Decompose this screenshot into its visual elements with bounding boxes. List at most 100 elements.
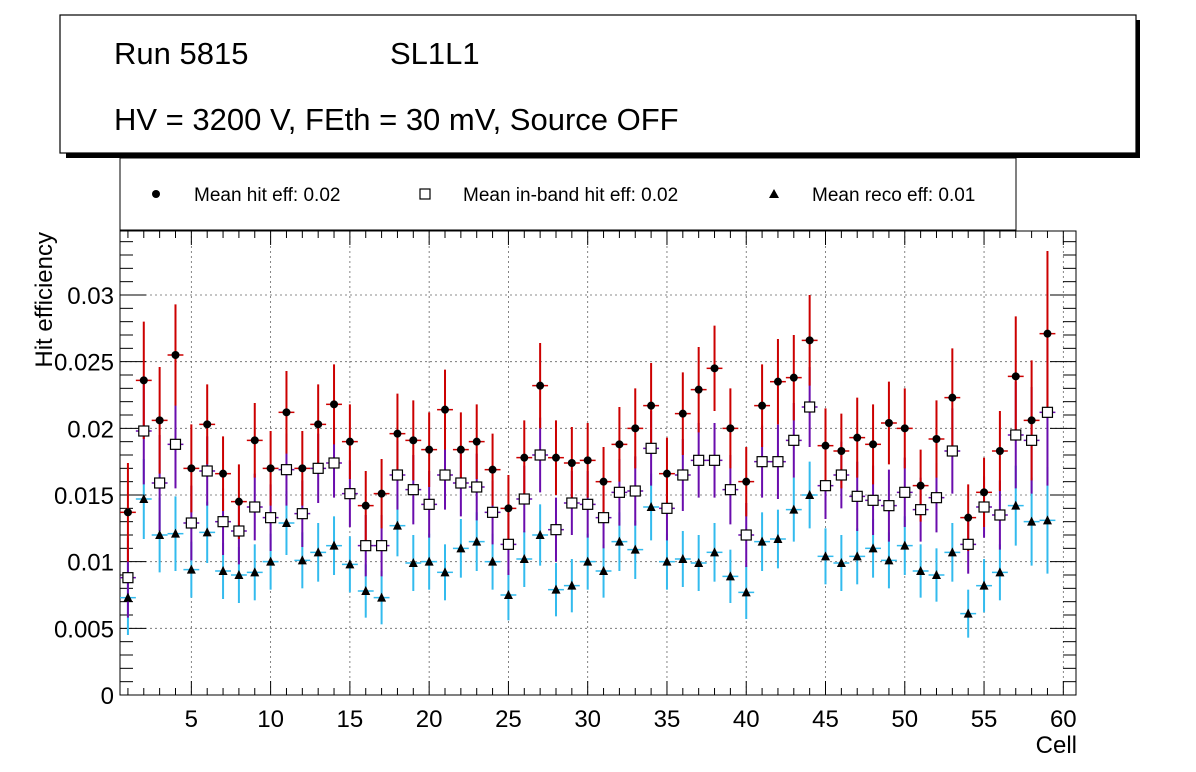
reco-point [456,543,466,553]
legend-frame [119,157,1017,231]
hit-point [853,433,862,442]
reco-point [947,547,957,557]
reco-point [139,494,149,503]
reco-point [916,566,926,575]
x-tick-label: 20 [416,706,443,733]
inband-point [883,500,895,512]
inband-point [962,538,974,550]
hit-point [773,377,782,386]
x-tick-label: 40 [733,706,760,733]
inband-point [629,485,641,497]
hit-point [900,424,909,433]
hit-point [504,504,513,513]
hit-point [631,424,640,433]
inband-point [946,445,958,457]
series-reco-points [123,490,1052,618]
x-tick-label: 55 [971,706,998,733]
reco-point [266,556,276,566]
inband-point [423,498,435,510]
inband-point [645,442,657,454]
series-hit-points [123,329,1052,522]
inband-point [328,457,340,469]
inband-point [185,517,197,529]
y-tick-label: 0 [101,683,114,710]
inband-point [597,512,610,524]
hit-point [282,408,291,417]
inband-point [756,456,768,468]
reco-point [377,592,387,602]
reco-point [662,556,672,566]
reco-point [678,554,688,563]
inband-point [708,454,721,466]
hit-point [742,477,751,486]
inband-point [265,512,277,524]
x-tick-label: 5 [185,706,198,733]
hit-point [821,441,830,450]
hit-point [710,364,719,373]
inband-point [455,477,467,489]
hit-point [567,459,576,467]
inband-point [439,469,451,481]
reco-point [567,580,577,590]
hit-point [583,456,592,465]
hit-point [1011,372,1020,381]
reco-point [821,551,831,561]
reco-point [424,556,434,566]
reco-point [1027,516,1037,526]
inband-point [154,477,166,489]
reco-point [773,534,783,543]
reco-point [250,567,260,577]
reco-point [392,520,402,530]
hit-point [964,513,973,522]
conditions-label: HV = 3200 V, FEth = 30 mV, Source OFF [114,102,679,137]
inband-point [835,469,847,481]
reco-point [963,608,973,618]
hit-point [441,405,450,414]
x-tick-label: 30 [574,706,601,733]
hit-point [345,437,354,446]
inband-point [233,525,245,537]
run-label: Run 5815 [114,36,248,71]
hit-point [361,501,370,510]
hit-point [266,464,275,473]
reco-point [234,570,244,579]
x-tick-label: 35 [654,706,681,733]
reco-point [472,536,482,546]
hit-point [615,440,624,449]
inband-point [280,464,293,476]
inband-point [122,572,134,584]
hit-point [123,508,132,517]
reco-point [979,580,989,590]
hit-point [203,420,212,429]
inband-point [518,493,530,505]
grid [120,231,1076,695]
inband-point [978,501,990,513]
reco-point [551,584,561,594]
reco-point [519,554,529,563]
hit-point [678,409,687,418]
x-tick-label: 15 [337,706,364,733]
hit-point [314,420,323,429]
reco-point [614,536,624,546]
reco-point [931,570,941,579]
hit-point [980,488,989,497]
superlayer-label: SL1L1 [390,36,480,71]
reco-point [488,556,498,566]
reco-point [646,502,656,511]
reco-point [155,530,165,539]
inband-point [217,516,229,528]
inband-point [471,481,483,493]
inband-point [788,434,800,446]
legend-marker-reco [769,189,779,198]
inband-point [296,508,308,520]
reco-point [345,559,355,569]
legend-marker-inband [419,188,431,200]
hit-point [298,464,307,473]
inband-point [661,502,673,514]
hit-point [377,489,386,498]
reco-point [170,528,180,538]
legend-label-inband: Mean in-band hit eff: 0.02 [463,185,678,206]
inband-point [915,504,927,516]
inband-point [693,454,705,466]
inband-point [344,488,356,500]
